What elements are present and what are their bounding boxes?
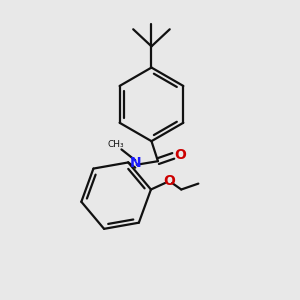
Text: O: O (163, 174, 175, 188)
Text: O: O (174, 148, 186, 162)
Text: CH₃: CH₃ (108, 140, 124, 148)
Text: N: N (130, 156, 141, 170)
